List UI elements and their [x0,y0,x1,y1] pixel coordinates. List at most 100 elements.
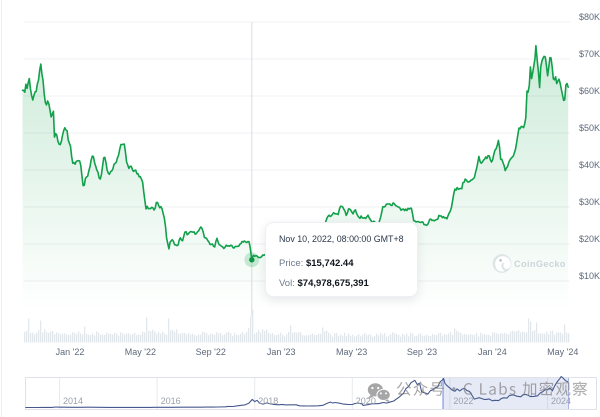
volume-bar [520,332,522,343]
volume-bar [24,331,26,343]
volume-bar [318,333,320,343]
page-left-border [1,0,2,417]
volume-bar [82,334,84,343]
coingecko-gecko-eye2 [499,259,502,262]
volume-bar [244,334,246,343]
volume-bar [394,333,396,343]
volume-bar [180,333,182,343]
volume-bar [156,333,158,343]
volume-bar [130,334,132,343]
volume-bar [142,331,144,343]
volume-bar [476,333,478,343]
volume-bar [500,333,502,343]
volume-bar [514,331,516,343]
volume-bar [270,333,272,343]
volume-bar [242,331,244,343]
timeline-scrubber[interactable] [25,375,597,410]
volume-bar [68,335,70,343]
volume-bar [144,332,146,343]
volume-bar [162,331,164,343]
volume-bar [494,332,496,343]
y-axis-label: $10K [578,271,600,281]
volume-bar [452,334,454,343]
volume-bar [252,309,254,343]
volume-bar [34,334,36,343]
volume-bar [260,332,262,343]
volume-bar [150,331,152,343]
volume-bar [546,331,548,343]
volume-bar [104,334,106,343]
volume-bar [472,334,474,343]
volume-bar [406,333,408,343]
volume-bar [426,334,428,343]
volume-bar [482,334,484,343]
volume-bar [124,334,126,343]
wechat-icon [367,383,391,403]
y-axis-label: $20K [578,234,600,244]
volume-bar [174,331,176,343]
volume-bar [542,333,544,343]
volume-bar [440,332,442,343]
volume-bar [306,335,308,343]
timeline-year-label: 2024 [551,395,572,406]
volume-bar [188,332,190,343]
volume-bar [506,333,508,343]
volume-bar [566,332,568,343]
volume-bar [510,331,512,343]
scrubber-minichart-line [25,375,569,409]
volume-bar [390,334,392,343]
volume-bar [308,335,310,343]
volume-bar [70,334,72,343]
volume-bar [90,335,92,343]
volume-bar [50,331,52,343]
volume-bar [136,334,138,343]
volume-bar [60,334,62,343]
volume-bar [216,332,218,343]
volume-bar [254,333,256,343]
volume-bar [196,335,198,343]
volume-bar [32,332,34,343]
volume-bar [358,334,360,343]
volume-bar [274,335,276,343]
volume-bar [492,332,494,343]
volume-bar [438,333,440,343]
volume-bar [96,331,98,343]
volume-bar [458,332,460,343]
volume-bar [256,332,258,343]
volume-bar [80,333,82,343]
volume-bar [538,333,540,343]
volume-bar [176,329,178,343]
volume-bar [382,334,384,343]
volume-bar [316,335,318,343]
volume-bar [72,332,74,343]
volume-bar [526,332,528,343]
volume-bar [404,335,406,343]
volume-bar [428,335,430,343]
volume-bar [128,333,130,343]
volume-bars [24,309,570,343]
tooltip-volume-row: Vol: $74,978,675,391 [279,278,405,290]
coingecko-watermark [492,254,512,273]
volume-bar [114,332,116,343]
volume-bar [326,330,328,343]
volume-bar [234,333,236,343]
volume-bar [230,333,232,343]
volume-bar [236,335,238,343]
y-axis-label: $40K [578,160,600,170]
volume-bar [320,333,322,343]
volume-bar [134,332,136,343]
volume-bar [420,333,422,343]
price-tooltip: Nov 10, 2022, 08:00:00 GMT+8 Price: $15,… [265,222,418,297]
x-axis-label: Jan '24 [478,347,507,357]
volume-bar [496,333,498,343]
volume-bar [88,334,90,343]
volume-bar [356,335,358,343]
volume-bar [302,335,304,343]
x-axis-label: May '24 [547,347,579,357]
volume-bar [468,334,470,343]
volume-bar [558,332,560,343]
volume-bar [272,333,274,343]
volume-bar [296,332,298,343]
